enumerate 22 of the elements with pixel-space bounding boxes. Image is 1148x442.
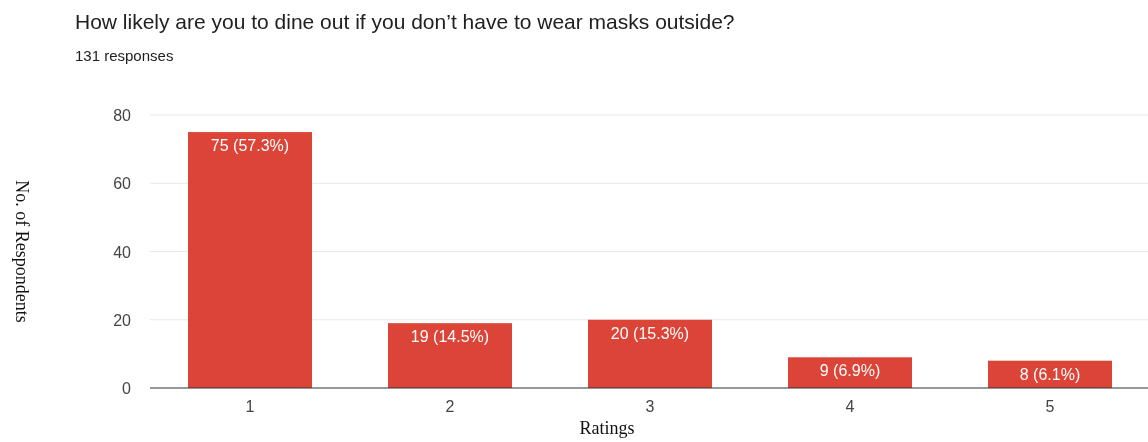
data-label: 75 (57.3%) <box>210 137 290 155</box>
chart-title: How likely are you to dine out if you don’t have to wear masks outside? <box>75 10 735 33</box>
x-tick-label: 2 <box>445 398 455 415</box>
x-tick-label: 4 <box>845 398 855 415</box>
y-tick-label: 80 <box>113 107 132 124</box>
chart-subtitle: 131 responses <box>75 47 174 64</box>
data-label: 9 (6.9%) <box>819 362 881 380</box>
data-label: 20 (15.3%) <box>610 324 690 342</box>
x-tick-label: 3 <box>645 398 655 415</box>
x-tick-label: 1 <box>245 398 255 415</box>
y-axis-title: No. of Respondents <box>12 180 32 323</box>
bar <box>388 323 512 388</box>
y-tick-label: 40 <box>113 243 132 261</box>
x-tick-label: 5 <box>1045 398 1055 415</box>
data-label: 19 (14.5%) <box>410 328 490 346</box>
bar <box>188 132 312 388</box>
x-axis-title: Ratings <box>579 418 635 438</box>
data-label: 8 (6.1%) <box>1019 365 1081 383</box>
y-tick-label: 20 <box>113 311 132 329</box>
bar <box>588 319 712 388</box>
y-tick-label: 60 <box>113 175 132 193</box>
y-tick-label: 0 <box>122 380 132 397</box>
